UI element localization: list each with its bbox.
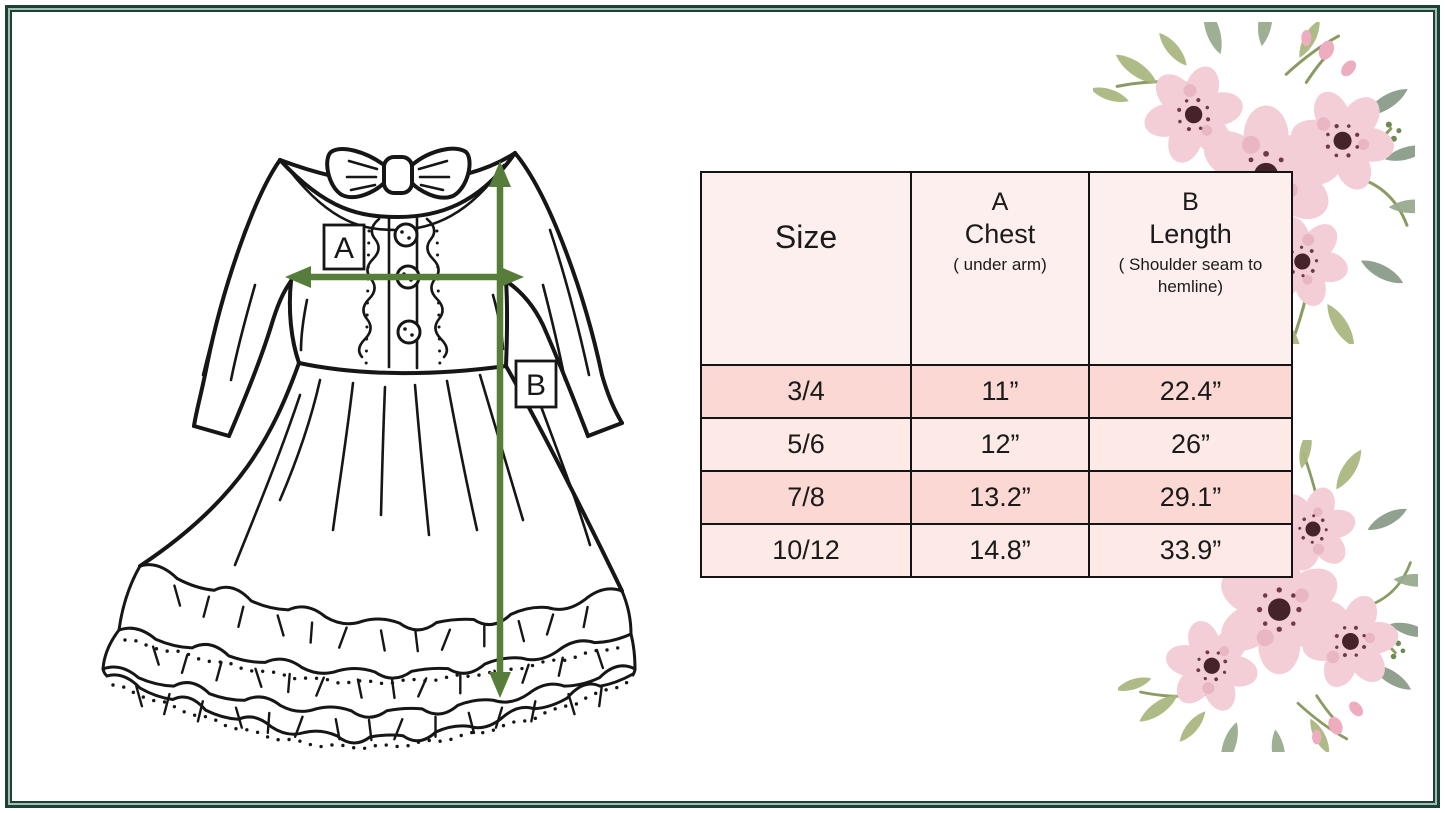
chest-cell: 11” — [910, 364, 1090, 419]
dress-diagram: A B — [101, 146, 637, 751]
size-chart-table: Size A Chest ( under arm) B Length ( Sho… — [700, 171, 1293, 578]
table-row: 7/8 13.2” 29.1” — [700, 470, 1293, 525]
skirt-ruffles — [101, 563, 637, 751]
length-cell: 22.4” — [1088, 364, 1293, 419]
label-a-box: A — [322, 223, 366, 271]
col-header-chest: A Chest ( under arm) — [910, 171, 1090, 366]
button-placket — [357, 215, 449, 373]
col-subtitle: ( under arm) — [953, 254, 1047, 274]
length-cell: 26” — [1088, 417, 1293, 472]
chest-measure-arrow — [285, 266, 524, 288]
length-cell: 29.1” — [1088, 470, 1293, 525]
chest-cell: 13.2” — [910, 470, 1090, 525]
col-title: Length — [1149, 219, 1232, 250]
header-row: Size A Chest ( under arm) B Length ( Sho… — [700, 171, 1293, 366]
label-b-box: B — [514, 359, 558, 409]
col-title: Chest — [964, 219, 1036, 250]
table-row: 10/12 14.8” 33.9” — [700, 523, 1293, 578]
table-row: 5/6 12” 26” — [700, 417, 1293, 472]
length-measure-arrow — [489, 161, 511, 698]
size-cell: 10/12 — [700, 523, 912, 578]
size-cell: 3/4 — [700, 364, 912, 419]
table-row: 3/4 11” 22.4” — [700, 364, 1293, 419]
chest-cell: 14.8” — [910, 523, 1090, 578]
col-letter: A — [991, 188, 1009, 216]
buttons — [393, 222, 422, 345]
dress-outline — [138, 151, 624, 593]
label-a-text: A — [334, 232, 354, 265]
bow — [325, 146, 472, 200]
length-cell: 33.9” — [1088, 523, 1293, 578]
col-header-length: B Length ( Shoulder seam to hemline) — [1088, 171, 1293, 366]
col-subtitle: ( Shoulder seam to hemline) — [1118, 254, 1263, 296]
col-letter — [702, 187, 910, 218]
label-b-text: B — [526, 369, 546, 402]
col-header-size: Size — [700, 171, 912, 366]
chest-cell: 12” — [910, 417, 1090, 472]
col-title: Size — [774, 219, 838, 255]
size-cell: 7/8 — [700, 470, 912, 525]
size-cell: 5/6 — [700, 417, 912, 472]
col-letter: B — [1182, 188, 1199, 216]
